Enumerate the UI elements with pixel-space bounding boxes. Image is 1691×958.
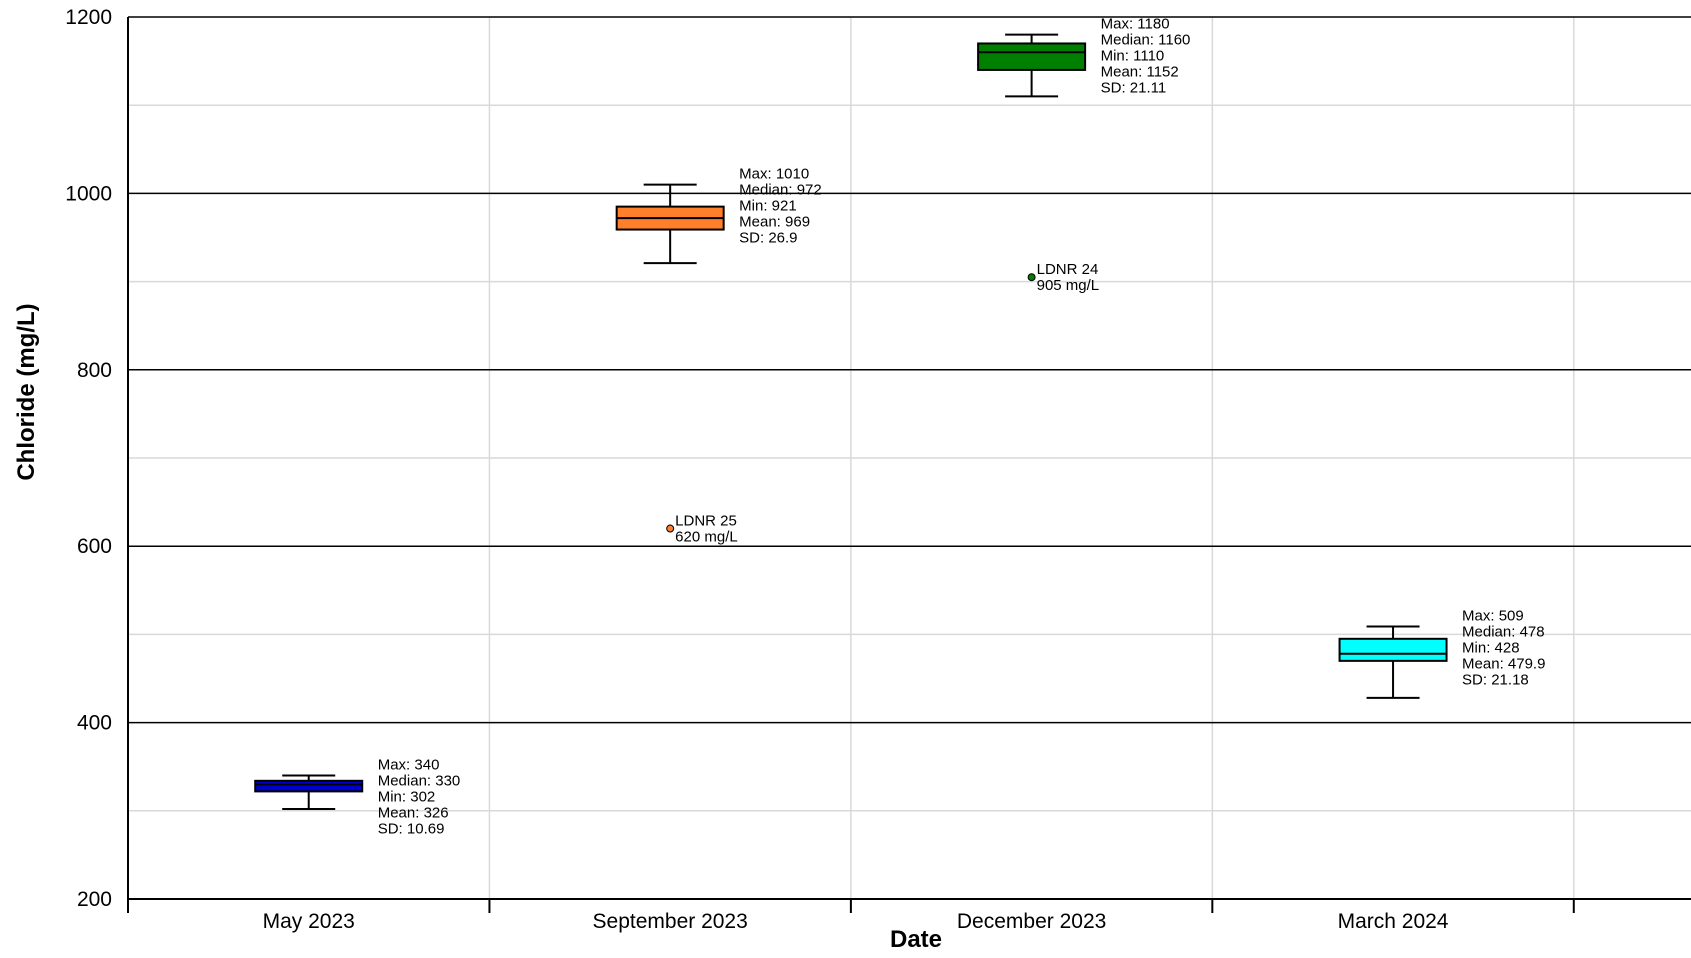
box-stat-label: Max: 1180 [1101,16,1170,33]
box-stat-label: SD: 26.9 [739,230,797,247]
x-tick-label: September 2023 [593,910,748,933]
box-stat-label: Max: 1010 [739,166,809,183]
box-stat-label: Mean: 1152 [1101,64,1179,81]
y-tick-label: 1200 [65,6,112,29]
axes: 200 400 600 800 1000 1200 May 2023 September 20… [65,6,1691,933]
box-stat-label: Median: 330 [378,773,461,790]
box-stat-label: Max: 509 [1462,607,1524,624]
box-stat-label: Min: 921 [739,198,797,215]
y-axis-title: Chloride (mg/L) [13,303,40,480]
outlier-label: LDNR 24 [1037,261,1099,278]
outlier-point [666,524,675,533]
box-stat-label: SD: 10.69 [378,821,445,838]
y-tick-label: 200 [77,888,112,911]
iqr-box [1338,637,1448,662]
box-stat-label: Mean: 326 [378,805,449,822]
x-tick-label: March 2024 [1338,910,1449,933]
y-tick-label: 400 [77,712,112,735]
y-tick-label: 1000 [65,182,112,205]
box-stat-label: Min: 1110 [1101,48,1165,65]
grid-lines [128,16,1691,900]
box-stat-label: Median: 972 [739,182,822,199]
box-stat-label: Min: 428 [1462,639,1520,656]
x-axis-title: Date [890,926,942,953]
outlier-label: 620 mg/L [675,529,738,546]
box-stat-label: SD: 21.11 [1101,80,1167,97]
iqr-box [977,42,1087,71]
iqr-box [254,779,364,793]
outlier-point [1027,273,1036,282]
box-stat-label: Mean: 969 [739,214,810,231]
x-tick-label: May 2023 [263,910,355,933]
box-stat-label: Max: 340 [378,757,440,774]
box-stat-label: Min: 302 [378,789,436,806]
x-tick-label: December 2023 [957,910,1106,933]
box-stat-label: Median: 1160 [1101,32,1191,49]
box-stat-label: Mean: 479.9 [1462,655,1545,672]
outlier-label: 905 mg/L [1037,277,1100,294]
outlier-label: LDNR 25 [675,513,737,530]
y-tick-label: 600 [77,535,112,558]
box-stat-label: SD: 21.18 [1462,671,1529,688]
box-stat-label: Median: 478 [1462,623,1545,640]
y-tick-label: 800 [77,359,112,382]
